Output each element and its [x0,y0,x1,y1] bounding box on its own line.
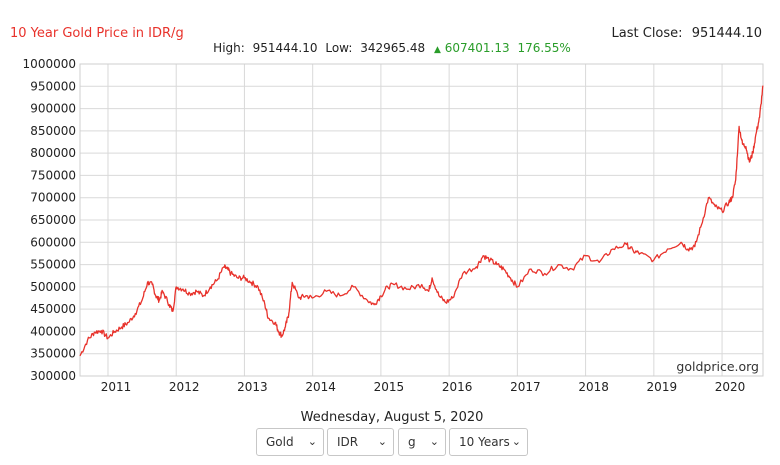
up-arrow-icon: ▲ [434,45,441,55]
grid [80,63,763,377]
x-tick-label: 2019 [647,380,678,394]
x-tick-label: 2014 [305,380,336,394]
y-tick-label: 900000 [30,102,76,116]
chart-title: 10 Year Gold Price in IDR/g [10,26,184,41]
y-tick-label: 500000 [30,280,76,294]
watermark: goldprice.org [676,359,759,374]
plot-frame [79,63,764,377]
y-tick-label: 750000 [30,168,76,182]
x-axis-ticks: 2011 2012 2013 2014 2015 2016 2017 2018 2019 2020 [101,380,746,394]
unit-select[interactable]: g ⌄ [398,428,446,456]
high-value: 951444.10 [253,41,318,55]
x-tick-label: 2017 [510,380,541,394]
y-tick-label: 650000 [30,213,76,227]
y-tick-label: 400000 [30,324,76,338]
y-tick-label: 300000 [30,369,76,383]
low-label: Low: [325,41,352,55]
change-value: 607401.13 [445,41,510,55]
y-tick-label: 600000 [30,235,76,249]
price-series-line [79,85,764,357]
last-close: Last Close: 951444.10 [612,26,762,41]
y-tick-label: 550000 [30,258,76,272]
change-percent: 176.55% [517,41,570,55]
date-label: Wednesday, August 5, 2020 [301,410,484,425]
period-select[interactable]: 10 Years ⌄ [449,428,528,456]
currency-select[interactable]: IDR ⌄ [327,428,394,456]
x-tick-label: 2016 [442,380,473,394]
period-select-value: 10 Years [459,435,510,449]
low-value: 342965.48 [360,41,425,55]
last-close-label: Last Close: [612,26,683,41]
stats-line: High: 951444.10 Low: 342965.48 ▲ 607401.… [213,41,571,55]
high-label: High: [213,41,245,55]
chevron-down-icon: ⌄ [377,435,387,448]
y-tick-label: 350000 [30,347,76,361]
y-tick-label: 450000 [30,302,76,316]
chevron-down-icon: ⌄ [307,435,317,448]
x-tick-label: 2020 [715,380,746,394]
chevron-down-icon: ⌄ [429,435,439,448]
y-tick-label: 950000 [30,79,76,93]
y-tick-label: 1000000 [23,57,76,71]
chevron-down-icon: ⌄ [511,435,521,448]
currency-select-value: IDR [337,435,359,449]
chart-controls: Gold ⌄ IDR ⌄ g ⌄ 10 Years ⌄ [256,428,528,458]
x-tick-label: 2018 [578,380,609,394]
y-axis-ticks: 300000 350000 400000 450000 500000 550000 6000… [23,57,76,383]
y-tick-label: 800000 [30,146,76,160]
unit-select-value: g [408,435,416,449]
y-tick-label: 700000 [30,191,76,205]
last-close-value: 951444.10 [692,26,762,41]
x-tick-label: 2015 [374,380,405,394]
x-tick-label: 2013 [237,380,268,394]
y-tick-label: 850000 [30,124,76,138]
x-tick-label: 2011 [101,380,132,394]
metal-select[interactable]: Gold ⌄ [256,428,324,456]
x-tick-label: 2012 [169,380,200,394]
metal-select-value: Gold [266,435,294,449]
